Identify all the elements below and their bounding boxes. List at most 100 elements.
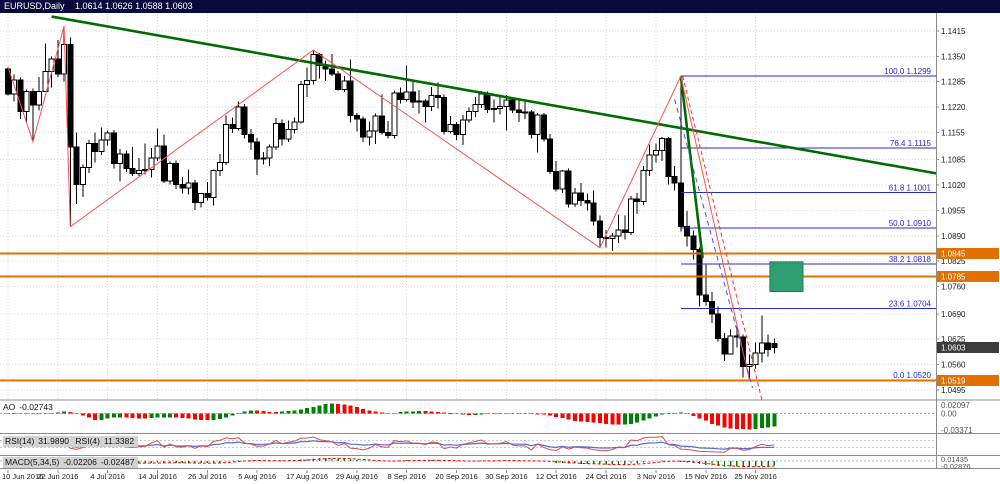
candle-body xyxy=(522,111,529,114)
ao-histogram-bar xyxy=(604,413,609,424)
candle-body xyxy=(652,150,659,156)
candle-body xyxy=(23,90,30,113)
ao-histogram-bar xyxy=(709,413,714,425)
ao-histogram-bar xyxy=(747,413,752,430)
ao-histogram-bar xyxy=(666,413,671,414)
candle-body xyxy=(272,122,279,148)
date-axis-label: 12 Oct 2016 xyxy=(536,472,577,481)
fibonacci-level-label: 50.0 1.0910 xyxy=(889,219,932,228)
symbol-timeframe-label: EURUSD,Daily xyxy=(4,1,65,11)
date-axis-label: 15 Nov 2016 xyxy=(684,472,727,481)
price-tag-label: 1.0845 xyxy=(941,249,966,258)
candle-body xyxy=(441,97,448,133)
candle-body xyxy=(721,337,728,355)
macd-main-value: -0.02206 xyxy=(63,457,97,467)
candle-body xyxy=(241,106,248,135)
ao-histogram-bar xyxy=(579,413,584,422)
ao-histogram-bar xyxy=(217,413,222,420)
candle-body xyxy=(578,192,585,202)
ao-histogram-bar xyxy=(398,412,403,414)
candle-body xyxy=(341,80,348,90)
zigzag-pattern-line[interactable] xyxy=(7,25,750,381)
ao-histogram-bar xyxy=(348,405,353,414)
ao-histogram-bar xyxy=(379,412,384,414)
candle-body xyxy=(397,92,404,100)
candle-body xyxy=(771,342,778,349)
ao-name: AO xyxy=(3,402,16,412)
blue-dashed-trendline[interactable] xyxy=(674,99,753,388)
candle-body xyxy=(690,235,697,250)
ao-histogram-bar xyxy=(305,408,310,414)
price-tag-label: 1.0785 xyxy=(941,273,966,282)
candle-body xyxy=(609,235,616,239)
ao-histogram-bar xyxy=(361,408,366,414)
ao-histogram-bar xyxy=(560,413,565,419)
date-axis-label: 14 Jul 2016 xyxy=(138,472,177,481)
candle-body xyxy=(547,138,554,172)
candle-body xyxy=(590,202,597,222)
ao-histogram-bar xyxy=(124,413,129,418)
candle-body xyxy=(67,44,74,148)
ao-histogram-bar xyxy=(691,413,696,417)
price-axis-label: 1.0890 xyxy=(941,232,966,241)
candle-body xyxy=(422,100,429,107)
rsi14-name: RSI(14) xyxy=(5,436,35,446)
price-axis-label: 1.1285 xyxy=(941,78,966,87)
candle-body xyxy=(708,300,715,315)
ao-histogram-bar xyxy=(641,413,646,421)
candle-body xyxy=(684,225,691,237)
ao-histogram-bar xyxy=(442,412,447,414)
candle-body xyxy=(434,94,441,99)
ao-histogram-bar xyxy=(716,413,721,426)
ao-histogram-bar xyxy=(392,412,397,414)
ao-histogram-bar xyxy=(186,413,191,419)
candle-body xyxy=(484,93,491,110)
ao-axis-label-zero: 0.00 xyxy=(941,409,957,418)
candle-body xyxy=(391,92,398,137)
ao-histogram-bar xyxy=(93,413,98,420)
ao-histogram-bar xyxy=(541,413,546,415)
ao-histogram-bar xyxy=(155,413,160,418)
steep-green-trendline[interactable] xyxy=(679,76,704,259)
ao-histogram-bar xyxy=(516,413,521,414)
supply-zone-rectangle[interactable] xyxy=(769,261,804,293)
date-axis-label: 24 Oct 2016 xyxy=(586,472,627,481)
ao-histogram-bar xyxy=(473,413,478,416)
price-tag xyxy=(937,247,999,259)
candle-body xyxy=(104,132,111,141)
ao-histogram-bar xyxy=(261,411,266,414)
ao-histogram-bar xyxy=(404,411,409,414)
ao-histogram-bar xyxy=(224,413,229,418)
ao-histogram-bar xyxy=(30,413,35,414)
ao-histogram-bar xyxy=(647,413,652,419)
ao-histogram-bar xyxy=(149,413,154,419)
candle-body xyxy=(210,170,217,199)
candle-body xyxy=(154,145,161,159)
ao-histogram-bar xyxy=(772,413,777,427)
ao-histogram-bar xyxy=(342,404,347,414)
candle-body xyxy=(229,124,236,129)
candle-body xyxy=(677,182,684,227)
long-descending-trendline[interactable] xyxy=(51,15,937,175)
ao-histogram-bar xyxy=(99,413,104,420)
price-axis-label: 1.1415 xyxy=(941,27,966,36)
candle-body xyxy=(746,363,753,367)
ohlc-readout: 1.0614 1.0626 1.0588 1.0603 xyxy=(75,1,193,11)
candle-body xyxy=(61,44,68,75)
ao-histogram-bar xyxy=(211,413,216,420)
ao-histogram-bar xyxy=(734,413,739,429)
ao-histogram-bar xyxy=(467,413,472,416)
ao-histogram-bar xyxy=(753,413,758,429)
ao-histogram-bar xyxy=(167,413,172,418)
candle-body xyxy=(702,294,709,302)
candle-body xyxy=(85,143,92,169)
candle-body xyxy=(665,137,672,177)
candle-body xyxy=(129,168,136,174)
candle-body xyxy=(29,90,36,106)
ao-histogram-bar xyxy=(367,410,372,414)
ao-histogram-bar xyxy=(242,411,247,414)
macd-axis-label-top: 0.01435 xyxy=(941,455,968,464)
candle-body xyxy=(596,220,603,239)
candle-body xyxy=(659,137,666,152)
